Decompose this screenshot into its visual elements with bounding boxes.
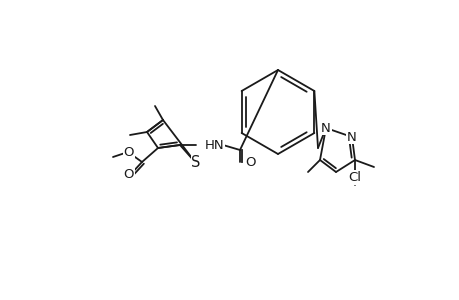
Text: O: O bbox=[123, 169, 134, 182]
Text: N: N bbox=[320, 122, 330, 134]
Text: Cl: Cl bbox=[348, 171, 361, 184]
Text: S: S bbox=[191, 154, 200, 169]
Text: HN: HN bbox=[205, 139, 224, 152]
Text: N: N bbox=[347, 130, 356, 143]
Text: O: O bbox=[123, 146, 134, 158]
Text: O: O bbox=[245, 155, 255, 169]
